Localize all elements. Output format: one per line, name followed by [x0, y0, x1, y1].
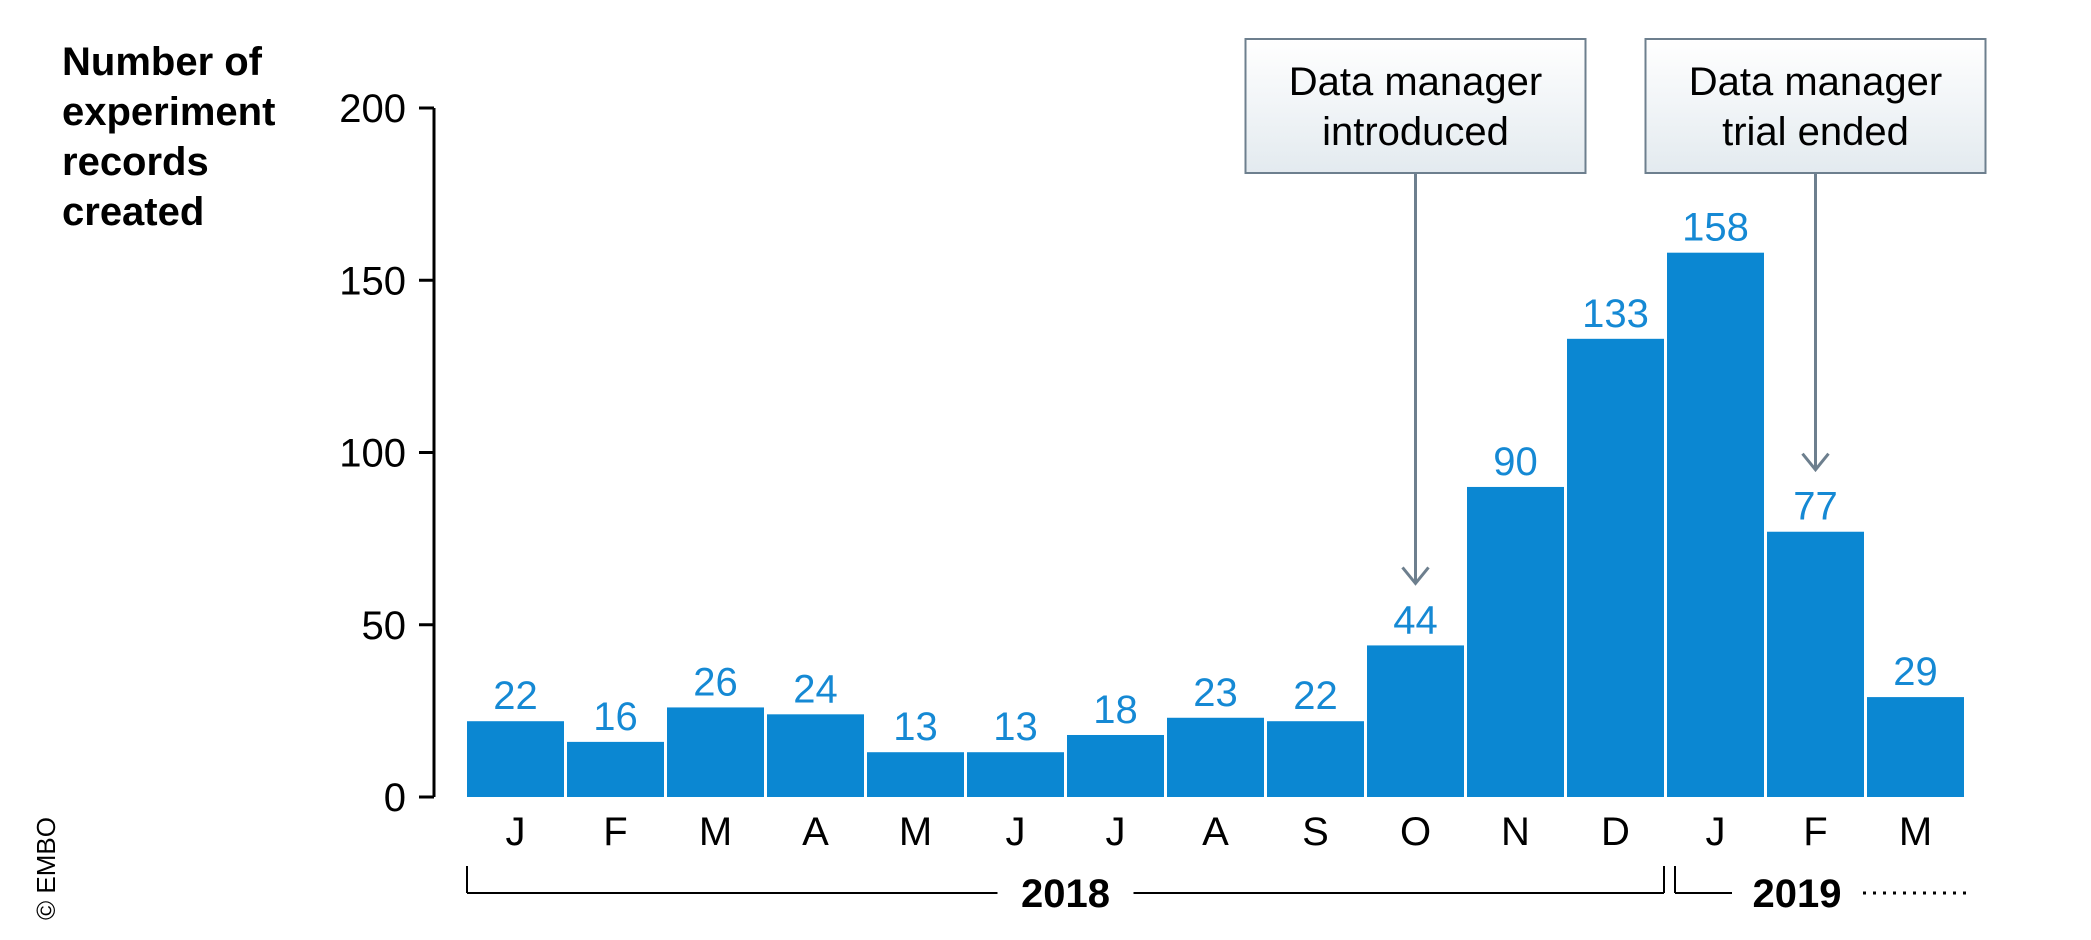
year-label: 2018: [1021, 872, 1110, 916]
x-tick-label: F: [603, 810, 627, 854]
bar: [1667, 253, 1764, 797]
x-tick-label: A: [802, 810, 829, 854]
x-tick-label: O: [1400, 810, 1431, 854]
annotation-text: Data manager: [1289, 60, 1542, 104]
x-tick-label: N: [1501, 810, 1530, 854]
x-tick-label: F: [1803, 810, 1827, 854]
bars: [467, 253, 1964, 797]
bar-value-label: 22: [1293, 674, 1338, 718]
bar: [1567, 339, 1664, 797]
y-axis-title-line: Number of: [62, 40, 263, 84]
bar-value-label: 133: [1582, 292, 1649, 336]
annotation-text: trial ended: [1722, 110, 1909, 154]
y-tick-label: 50: [362, 604, 407, 648]
y-axis-title-line: created: [62, 190, 204, 234]
bar: [1767, 532, 1864, 797]
bar-value-label: 158: [1682, 206, 1749, 250]
bar: [467, 721, 564, 797]
annotation-text: introduced: [1322, 110, 1509, 154]
bar: [1367, 645, 1464, 797]
bar: [1267, 721, 1364, 797]
bar: [1467, 487, 1564, 797]
bar-value-label: 13: [993, 705, 1038, 749]
year-label: 2019: [1753, 872, 1842, 916]
bar-value-label: 44: [1393, 598, 1438, 642]
x-tick-label: J: [1006, 810, 1026, 854]
y-tick-label: 200: [339, 87, 406, 131]
bar: [567, 742, 664, 797]
x-tick-label: J: [1706, 810, 1726, 854]
y-axis-title: Number of experiment records created: [62, 40, 287, 234]
credit-text: © EMBO: [31, 817, 61, 920]
annotation-text: Data manager: [1689, 60, 1942, 104]
y-tick-label: 150: [339, 259, 406, 303]
bar: [1867, 697, 1964, 797]
y-axis-title-line: experiment: [62, 90, 275, 134]
bar: [967, 752, 1064, 797]
x-tick-label: A: [1202, 810, 1229, 854]
bar-value-label: 23: [1193, 671, 1238, 715]
x-tick-label: M: [899, 810, 932, 854]
bar: [667, 707, 764, 797]
y-tick-label: 100: [339, 432, 406, 476]
x-tick-label: J: [506, 810, 526, 854]
x-tick-label: S: [1302, 810, 1329, 854]
bar-value-label: 16: [593, 695, 638, 739]
bar: [1167, 718, 1264, 797]
y-tick-label: 0: [384, 776, 406, 820]
bar: [1067, 735, 1164, 797]
y-axis-title-line: records: [62, 140, 209, 184]
bar-value-label: 24: [793, 667, 838, 711]
bar: [867, 752, 964, 797]
y-axis: 0 50 100 150 200: [339, 87, 434, 820]
x-tick-label: M: [1899, 810, 1932, 854]
year-brackets: 2018 2019: [467, 866, 1972, 916]
bar-value-label: 13: [893, 705, 938, 749]
bar-value-label: 90: [1493, 440, 1538, 484]
bar-value-label: 29: [1893, 650, 1938, 694]
bar-chart: Number of experiment records created 0 50…: [0, 0, 2091, 940]
bar: [767, 714, 864, 797]
bar-value-label: 18: [1093, 688, 1138, 732]
x-tick-label: D: [1601, 810, 1630, 854]
x-tick-label: M: [699, 810, 732, 854]
bar-value-label: 77: [1793, 485, 1838, 529]
bar-value-label: 26: [693, 660, 738, 704]
x-tick-label: J: [1106, 810, 1126, 854]
bar-value-label: 22: [493, 674, 538, 718]
